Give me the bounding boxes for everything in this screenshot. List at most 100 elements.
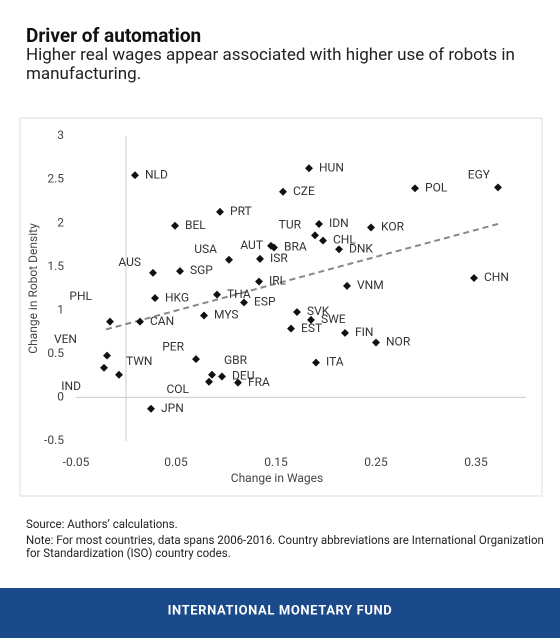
point	[240, 298, 248, 307]
point-label: GBR	[224, 353, 248, 367]
point-label: ITA	[326, 355, 344, 369]
point-label: ESP	[254, 295, 276, 309]
point-label: CZE	[293, 184, 315, 198]
point	[115, 370, 123, 379]
point-label: HKG	[165, 290, 189, 304]
point	[470, 274, 478, 283]
trendline	[105, 222, 502, 331]
point	[367, 223, 375, 232]
y-tick-label: 0	[57, 390, 64, 404]
point-label: EST	[301, 321, 322, 335]
footer-bar	[0, 588, 560, 638]
point-label: THA	[227, 287, 251, 301]
point	[225, 255, 233, 264]
point	[171, 221, 179, 230]
point-label: AUS	[118, 255, 141, 269]
point	[293, 308, 301, 316]
point	[311, 231, 319, 240]
footer-text: INTERNATIONAL MONETARY FUND	[168, 603, 393, 618]
point	[213, 290, 221, 299]
point	[256, 254, 264, 263]
point-label: CHL	[333, 233, 356, 247]
chart-title: Driver of automation	[26, 24, 201, 47]
point	[136, 317, 144, 326]
x-axis-label: Change in Wages	[231, 471, 323, 485]
y-tick-label: 1.5	[47, 259, 64, 273]
point-label: JPN	[161, 401, 184, 415]
point-label: NOR	[386, 335, 411, 349]
point	[335, 245, 343, 254]
point-label: FIN	[355, 325, 373, 339]
point	[131, 171, 139, 180]
point	[341, 328, 349, 337]
point-label: VEN	[54, 332, 77, 346]
point	[218, 372, 226, 381]
point	[411, 184, 419, 193]
point	[255, 277, 263, 286]
point	[279, 187, 287, 196]
point-label: KOR	[381, 220, 405, 234]
point-label: PRT	[230, 204, 252, 218]
y-tick-label: 2.5	[47, 172, 64, 186]
point	[147, 404, 155, 413]
point-label: BEL	[185, 218, 206, 232]
source: Source: Authors’ calculations.	[26, 517, 178, 531]
point	[216, 207, 224, 216]
point-label: PHL	[69, 289, 92, 303]
point	[270, 243, 278, 252]
y-tick-label: 1	[57, 302, 64, 316]
point	[343, 281, 351, 290]
point-label: COL	[166, 382, 189, 396]
point	[287, 324, 295, 333]
y-tick-label: -0.5	[44, 433, 64, 447]
point-label: IRL	[269, 274, 287, 288]
y-tick-label: 2	[57, 215, 64, 229]
x-tick-label: -0.05	[63, 455, 90, 469]
point	[176, 267, 184, 276]
point-label: TUR	[279, 218, 302, 232]
point-label: NLD	[145, 167, 168, 181]
point-label: IND	[61, 379, 81, 393]
x-tick-label: 0.15	[264, 455, 288, 469]
point	[100, 363, 108, 372]
point-label: HUN	[319, 160, 344, 174]
point-label: VNM	[357, 278, 384, 292]
x-tick-label: 0.35	[464, 455, 488, 469]
point-label: POL	[425, 180, 448, 194]
point	[200, 311, 208, 320]
point	[319, 236, 327, 245]
point-label: TWN	[126, 354, 152, 368]
x-tick-label: 0.25	[364, 455, 388, 469]
point-label: MYS	[214, 308, 239, 322]
y-axis-label: Change in Robot Density	[26, 223, 40, 354]
point	[106, 317, 114, 326]
point-label: ISR	[270, 251, 288, 265]
point	[149, 268, 157, 277]
x-tick-label: 0.05	[164, 455, 188, 469]
point	[151, 294, 159, 303]
point-label: CAN	[150, 314, 174, 328]
point	[234, 378, 242, 387]
point-label: SGP	[190, 263, 213, 277]
point	[372, 338, 380, 347]
point	[312, 358, 320, 367]
point-label: DNK	[349, 241, 373, 255]
point-label: IDN	[329, 216, 349, 230]
point-label: EGY	[468, 168, 491, 182]
point-label: PER	[162, 339, 184, 353]
point-label: AUT	[240, 238, 263, 252]
point	[208, 370, 216, 379]
y-tick-label: 0.5	[47, 346, 64, 360]
note: Note: For most countries, data spans 200…	[26, 533, 544, 560]
point	[103, 351, 111, 360]
point-label: SWE	[321, 312, 346, 326]
point	[192, 355, 200, 364]
point-label: SVK	[307, 304, 330, 318]
subtitle: Higher real wages appear associated with…	[26, 45, 515, 84]
point-label: CHN	[484, 270, 509, 284]
y-tick-label: 3	[57, 128, 64, 142]
point-label: USA	[194, 242, 217, 256]
point-label: BRA	[284, 240, 307, 254]
